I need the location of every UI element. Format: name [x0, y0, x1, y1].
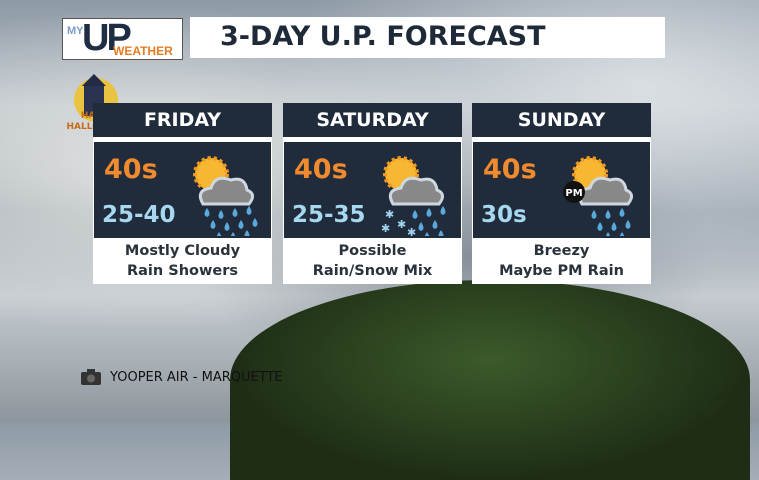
conditions-line2: Maybe PM Rain	[499, 263, 624, 279]
divider	[93, 137, 272, 142]
logo-up: UP	[82, 17, 132, 59]
sun-cloud-rain-snow-icon: ✱✱✱ ✱	[381, 156, 446, 236]
svg-text:✱: ✱	[385, 208, 394, 221]
conditions-line2: Rain Showers	[126, 263, 239, 279]
conditions-line1: Breezy	[533, 243, 590, 259]
camera-icon	[81, 369, 101, 385]
logo-weather: WEATHER	[113, 44, 173, 58]
svg-text:PM: PM	[565, 188, 582, 199]
day-label: SUNDAY	[472, 103, 651, 137]
low-temp: 30s	[481, 202, 527, 228]
day-label: FRIDAY	[93, 103, 272, 137]
day-label: SATURDAY	[283, 103, 462, 137]
forecast-card-sunday: SUNDAY 40s 30s PM Breezy Maybe PM Rain	[472, 103, 651, 284]
page-title: 3-DAY U.P. FORECAST	[220, 21, 546, 52]
low-temp: 25-35	[292, 202, 366, 228]
logo-my: MY	[67, 25, 84, 37]
forecast-body: 40s 25-40	[93, 142, 272, 238]
high-temp: 40s	[483, 154, 537, 185]
sun-cloud-rain-icon	[193, 156, 258, 236]
myupweather-logo: MY UP WEATHER	[62, 17, 183, 60]
divider	[472, 137, 651, 142]
svg-text:✱: ✱	[407, 226, 416, 236]
credit-text: YOOPER AIR - MARQUETTE	[110, 369, 283, 385]
forecast-card-friday: FRIDAY 40s 25-40 Mostly Cloudy Rain Showe…	[93, 103, 272, 284]
conditions-line1: Mostly Cloudy	[124, 243, 241, 259]
tree-background	[230, 280, 750, 480]
conditions: Breezy Maybe PM Rain	[472, 238, 651, 284]
conditions: Mostly Cloudy Rain Showers	[93, 238, 272, 284]
sun-cloud-pm-rain-icon: PM	[563, 156, 633, 236]
forecast-body: 40s 30s PM	[472, 142, 651, 238]
conditions-line2: Rain/Snow Mix	[312, 263, 433, 279]
forecast-card-saturday: SATURDAY 40s 25-35 ✱ ✱ ✱ ✱ Possible Rain/Sno…	[283, 103, 462, 284]
photo-credit: YOOPER AIR - MARQUETTE	[80, 368, 283, 386]
high-temp: 40s	[294, 154, 348, 185]
low-temp: 25-40	[102, 202, 176, 228]
svg-text:✱: ✱	[381, 222, 390, 235]
title-box: 3-DAY U.P. FORECAST	[190, 17, 665, 58]
divider	[283, 137, 462, 142]
conditions-line1: Possible	[338, 243, 407, 259]
forecast-body: 40s 25-35 ✱ ✱ ✱ ✱	[283, 142, 462, 238]
high-temp: 40s	[104, 154, 158, 185]
conditions: Possible Rain/Snow Mix	[283, 238, 462, 284]
svg-text:✱: ✱	[397, 218, 406, 231]
